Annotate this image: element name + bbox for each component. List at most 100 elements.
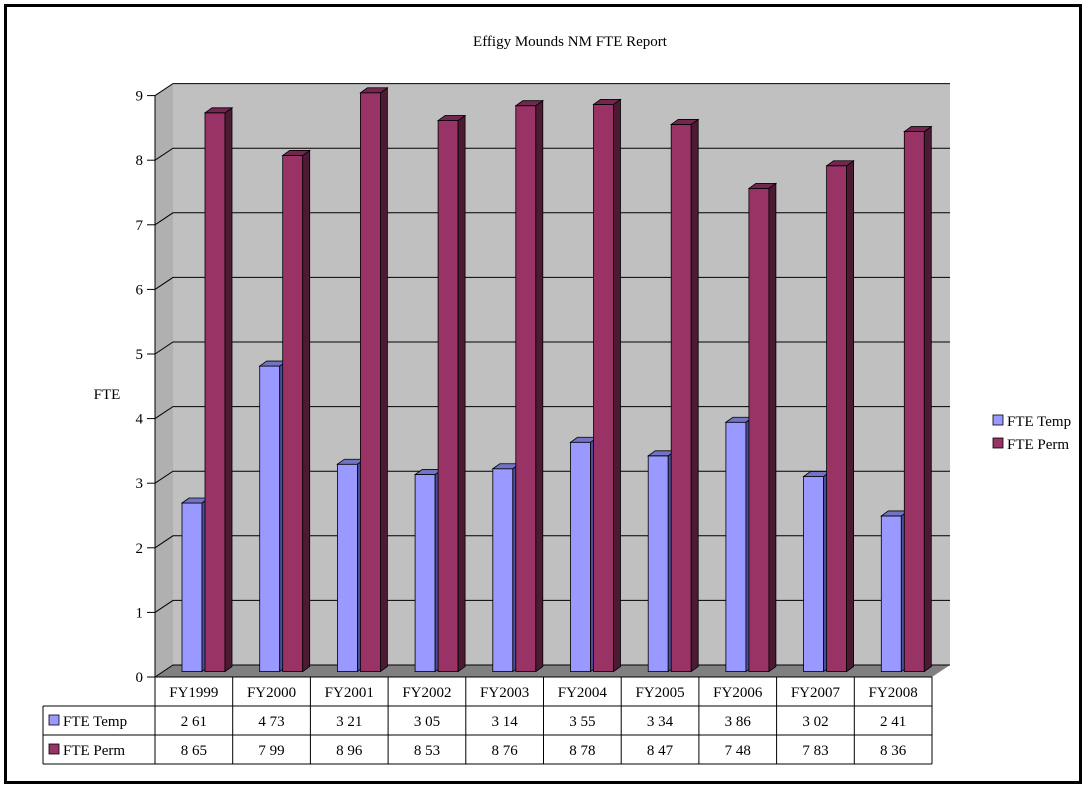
data-label: 3 55 <box>569 714 595 730</box>
x-tick-label: FY2007 <box>791 685 841 701</box>
bar-top <box>514 100 545 107</box>
data-table: FY1999 FY2000 FY2001 FY2002 FY2003 FY2004 FY20… <box>42 676 933 765</box>
x-tick-label: FY2004 <box>558 685 608 701</box>
bar-front <box>336 463 358 673</box>
side-wall <box>155 83 173 678</box>
chart-frame: 0 1 2 3 4 5 6 7 8 9 FY1999 FY2000 FY2001 FY2002 FY200… <box>4 4 1082 784</box>
bar <box>514 99 545 673</box>
bar-front <box>826 165 847 672</box>
y-tick-label: 7 <box>136 218 144 234</box>
bar <box>903 125 933 673</box>
y-tick-label: 8 <box>136 153 144 169</box>
bar-side <box>923 125 932 673</box>
bar-front <box>204 112 226 672</box>
data-label: 7 99 <box>258 743 284 759</box>
table-legend-key <box>48 743 60 755</box>
bar-top <box>669 119 700 125</box>
bar-front <box>259 365 281 673</box>
bar-front <box>414 474 436 673</box>
x-tick-label: FY2006 <box>713 685 763 701</box>
y-tick-label: 6 <box>136 282 144 298</box>
bar-top <box>903 126 933 132</box>
bar-side <box>224 107 233 673</box>
y-tick-label: 1 <box>136 605 144 621</box>
data-label: 3 21 <box>336 714 362 730</box>
data-label: 2 61 <box>181 714 207 730</box>
bar-front <box>593 104 614 672</box>
bar-front <box>903 131 925 673</box>
gridline <box>154 83 950 97</box>
x-tick-label: FY2003 <box>480 685 529 701</box>
y-tick-label: 4 <box>136 412 144 428</box>
data-label: 8 47 <box>647 743 674 759</box>
bar-side <box>768 182 777 673</box>
legend-key <box>992 437 1004 449</box>
y-tick-label: 5 <box>136 347 144 363</box>
data-label: 2 41 <box>880 714 906 730</box>
y-tick-label: 3 <box>136 476 144 492</box>
data-label: 3 02 <box>802 714 828 730</box>
bars <box>180 87 933 673</box>
bar-side <box>379 87 388 673</box>
bar-top <box>592 99 622 105</box>
x-tick-label: FY2002 <box>402 685 451 701</box>
bar-front <box>803 476 824 672</box>
table-series-label: FTE Temp <box>63 714 127 730</box>
data-label: 8 96 <box>336 743 363 759</box>
data-label: 7 83 <box>802 743 828 759</box>
y-axis-label: FTE <box>94 387 121 403</box>
data-label: 8 65 <box>181 743 207 759</box>
bar-front <box>492 468 514 673</box>
bar-front <box>670 124 692 672</box>
data-label: 8 76 <box>492 743 519 759</box>
bar-top <box>281 150 311 156</box>
bar-front <box>437 120 459 673</box>
x-tick-label: FY2005 <box>635 685 684 701</box>
y-tick-label: 0 <box>136 670 144 686</box>
bar-front <box>282 155 304 672</box>
bar-top <box>359 87 389 94</box>
legend-key <box>992 414 1004 426</box>
legend: FTE Temp FTE Perm <box>992 414 1071 453</box>
y-tick-label: 9 <box>136 89 144 105</box>
bar <box>203 107 234 673</box>
y-tick-label: 2 <box>136 541 144 557</box>
bar <box>592 98 622 673</box>
bar-front <box>748 187 770 673</box>
bar <box>669 118 700 673</box>
bar <box>281 149 311 673</box>
table-legend-key <box>48 714 60 726</box>
data-label: 3 86 <box>725 714 752 730</box>
bar-front <box>570 441 591 672</box>
bar-front <box>880 515 902 673</box>
bar-side <box>535 99 544 673</box>
bar-front <box>725 421 747 672</box>
data-label: 8 78 <box>569 743 595 759</box>
data-label: 3 34 <box>647 714 674 730</box>
x-tick-label: FY1999 <box>169 685 218 701</box>
bar-top <box>436 115 467 121</box>
chart-title: Effigy Mounds NM FTE Report <box>473 34 668 50</box>
bar-front <box>647 455 669 673</box>
bar-side <box>457 114 466 673</box>
data-label: 4 73 <box>258 714 284 730</box>
x-tick-label: FY2000 <box>247 685 296 701</box>
bar-side <box>302 149 311 673</box>
bar-front <box>181 502 203 672</box>
data-label: 3 05 <box>414 714 440 730</box>
x-tick-label: FY2008 <box>869 685 918 701</box>
bar-top <box>825 160 855 167</box>
bar-side <box>846 160 854 673</box>
bar-top <box>747 182 778 189</box>
bar-side <box>690 118 699 673</box>
data-label: 8 36 <box>880 743 907 759</box>
bar-front <box>359 92 381 672</box>
bar <box>747 182 778 673</box>
table-series-label: FTE Perm <box>63 743 125 759</box>
bar-top <box>203 107 234 114</box>
data-label: 7 48 <box>725 743 751 759</box>
x-tick-label: FY2001 <box>325 685 374 701</box>
legend-label: FTE Perm <box>1007 437 1069 453</box>
bar-side <box>613 98 621 673</box>
bar-front <box>515 105 537 672</box>
